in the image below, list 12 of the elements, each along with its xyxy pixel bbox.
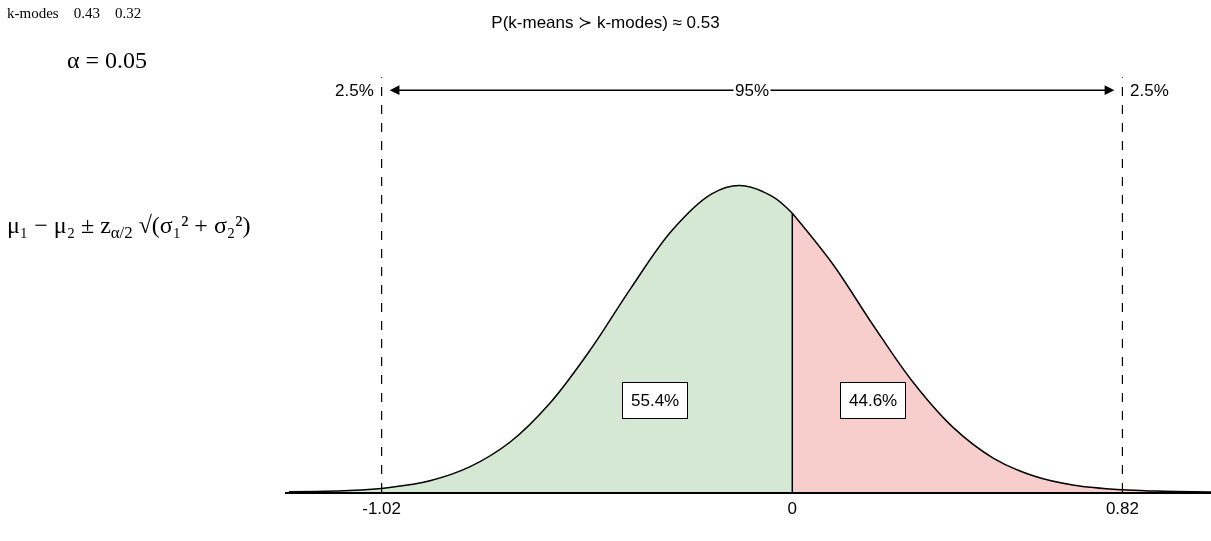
text: 95% (735, 81, 770, 100)
x-tick-label: 0.82 (1105, 499, 1139, 519)
annotation: 44.6% (849, 391, 898, 410)
text: k-modes 0.43 0.32 (7, 5, 142, 21)
text: 2.5% (335, 81, 374, 100)
text: μ₁ − μ₂ ± z$_{α/2}$ √(σ₁² + σ₂²) (7, 212, 251, 243)
x-tick-label: 0 (787, 499, 798, 519)
text: α = 0.05 (67, 47, 148, 73)
chart-title: P(k-means ≻ k-modes) ≈ 0.53 (491, 13, 720, 33)
annotation: 55.4% (631, 391, 680, 410)
text: 2.5% (1130, 81, 1169, 100)
x-tick-label: -1.02 (362, 499, 402, 519)
